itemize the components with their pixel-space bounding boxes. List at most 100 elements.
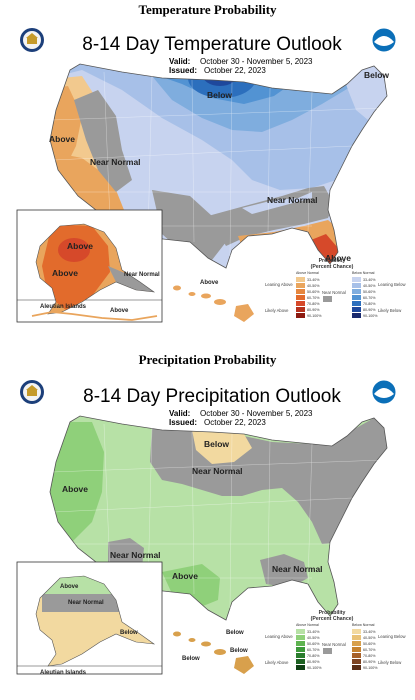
label-above-west: Above — [49, 134, 75, 144]
legend-likely-below: Likely Below — [378, 660, 402, 665]
precipitation-section-heading: Precipitation Probability — [138, 352, 277, 367]
temperature-legend: Probability (Percent Chance) Above Norma… — [265, 258, 406, 318]
legend-below-range: 50-60% — [363, 642, 376, 646]
legend-title: Probability — [319, 610, 346, 616]
legend-above-range: 50-60% — [307, 290, 320, 294]
legend-below-swatch — [352, 277, 361, 282]
label-hawaii-above: Above — [200, 280, 219, 286]
legend-below-swatch — [352, 629, 361, 634]
legend-above-swatch — [296, 659, 305, 664]
legend-above-swatch — [296, 295, 305, 300]
legend-near-normal-swatch — [323, 296, 332, 302]
legend-below-swatch — [352, 653, 361, 658]
legend-above-swatch — [296, 653, 305, 658]
label-below-north: Below — [204, 439, 229, 449]
legend-above-range: 90-100% — [307, 666, 322, 670]
legend-near-normal-label: Near Normal — [322, 290, 346, 295]
label-near-normal-southeast: Near Normal — [267, 195, 318, 205]
precipitation-legend: Probability (Percent Chance) Above Norma… — [265, 610, 406, 670]
precipitation-valid-label: Valid: — [169, 409, 190, 418]
legend-below-range: 70-80% — [363, 302, 376, 306]
temperature-map-title: 8-14 Day Temperature Outlook — [82, 34, 342, 55]
legend-below-swatch — [352, 295, 361, 300]
hawaii-temperature-map — [173, 285, 254, 322]
label-alaska-below: Below — [120, 630, 138, 636]
legend-below-range: 33-40% — [363, 630, 376, 634]
legend-above-range: 60-70% — [307, 648, 320, 652]
legend-likely-below: Likely Below — [378, 308, 402, 313]
legend-right-header: Below Normal — [352, 271, 375, 275]
legend-likely-above: Likely Above — [265, 308, 289, 313]
doc-seal-icon — [20, 380, 44, 404]
legend-above-range: 40-50% — [307, 636, 320, 640]
legend-below-range: 40-50% — [363, 636, 376, 640]
legend-above-swatch — [296, 289, 305, 294]
label-aleutian-islands: Aleutian Islands — [40, 304, 87, 310]
precipitation-valid-dates: October 30 - November 5, 2023 — [200, 409, 313, 418]
noaa-logo-icon — [371, 27, 397, 53]
legend-above-range: 70-80% — [307, 654, 320, 658]
legend-below-swatch — [352, 289, 361, 294]
legend-leaning-below: Leaning Below — [378, 282, 406, 287]
legend-below-range: 60-70% — [363, 648, 376, 652]
legend-below-range: 50-60% — [363, 290, 376, 294]
precipitation-map-title: 8-14 Day Precipitation Outlook — [83, 386, 341, 407]
label-below-northeast: Below — [364, 70, 389, 80]
legend-above-swatch — [296, 665, 305, 670]
legend-likely-above: Likely Above — [265, 660, 289, 665]
legend-below-swatch — [352, 665, 361, 670]
noaa-logo-icon — [371, 379, 397, 405]
legend-near-normal-label: Near Normal — [322, 642, 346, 647]
legend-title: Probability — [319, 258, 346, 264]
legend-above-swatch — [296, 283, 305, 288]
temperature-issued-label: Issued: — [169, 66, 197, 75]
legend-below-swatch — [352, 313, 361, 318]
legend-above-range: 33-40% — [307, 630, 320, 634]
legend-above-swatch — [296, 313, 305, 318]
legend-left-header: Above Normal — [296, 271, 319, 275]
label-alaska-near-normal: Near Normal — [124, 272, 160, 278]
legend-below-range: 70-80% — [363, 654, 376, 658]
legend-right-header: Below Normal — [352, 623, 375, 627]
temperature-section-heading: Temperature Probability — [138, 2, 277, 17]
legend-above-range: 90-100% — [307, 314, 322, 318]
temperature-valid-label: Valid: — [169, 57, 190, 66]
legend-above-range: 80-90% — [307, 660, 320, 664]
label-hawaii-below-2: Below — [182, 656, 200, 662]
label-below-north: Below — [207, 90, 232, 100]
legend-below-swatch — [352, 283, 361, 288]
label-near-normal-north: Near Normal — [192, 466, 243, 476]
label-alaska-above-2: Above — [52, 268, 78, 278]
temperature-issued-date: October 22, 2023 — [204, 66, 266, 75]
legend-below-swatch — [352, 647, 361, 652]
label-above-florida: Above — [325, 253, 351, 263]
label-above-west: Above — [62, 484, 88, 494]
legend-above-swatch — [296, 635, 305, 640]
label-near-normal-gulf: Near Normal — [272, 564, 323, 574]
legend-above-swatch — [296, 301, 305, 306]
legend-below-range: 90-100% — [363, 314, 378, 318]
label-near-normal-west: Near Normal — [90, 157, 141, 167]
legend-subtitle: (Percent Chance) — [311, 616, 354, 622]
legend-below-range: 80-90% — [363, 308, 376, 312]
legend-leaning-below: Leaning Below — [378, 634, 406, 639]
legend-above-range: 50-60% — [307, 642, 320, 646]
precipitation-issued-label: Issued: — [169, 418, 197, 427]
precipitation-outlook-map: 8-14 Day Precipitation Outlook Valid: Oc… — [12, 372, 407, 692]
label-alaska-above-1: Above — [67, 241, 93, 251]
legend-near-normal-swatch — [323, 648, 332, 654]
legend-below-range: 80-90% — [363, 660, 376, 664]
legend-leaning-above: Leaning Above — [265, 634, 293, 639]
legend-leaning-above: Leaning Above — [265, 282, 293, 287]
label-alaska-above: Above — [60, 584, 79, 590]
state-borders — [51, 71, 385, 257]
legend-below-swatch — [352, 307, 361, 312]
legend-below-range: 60-70% — [363, 296, 376, 300]
label-hawaii-below-3: Below — [230, 648, 248, 654]
legend-below-swatch — [352, 659, 361, 664]
label-aleutian-above: Above — [110, 308, 129, 314]
legend-above-range: 60-70% — [307, 296, 320, 300]
legend-below-swatch — [352, 641, 361, 646]
state-borders — [51, 423, 385, 609]
label-aleutian-islands: Aleutian Islands — [40, 670, 87, 676]
